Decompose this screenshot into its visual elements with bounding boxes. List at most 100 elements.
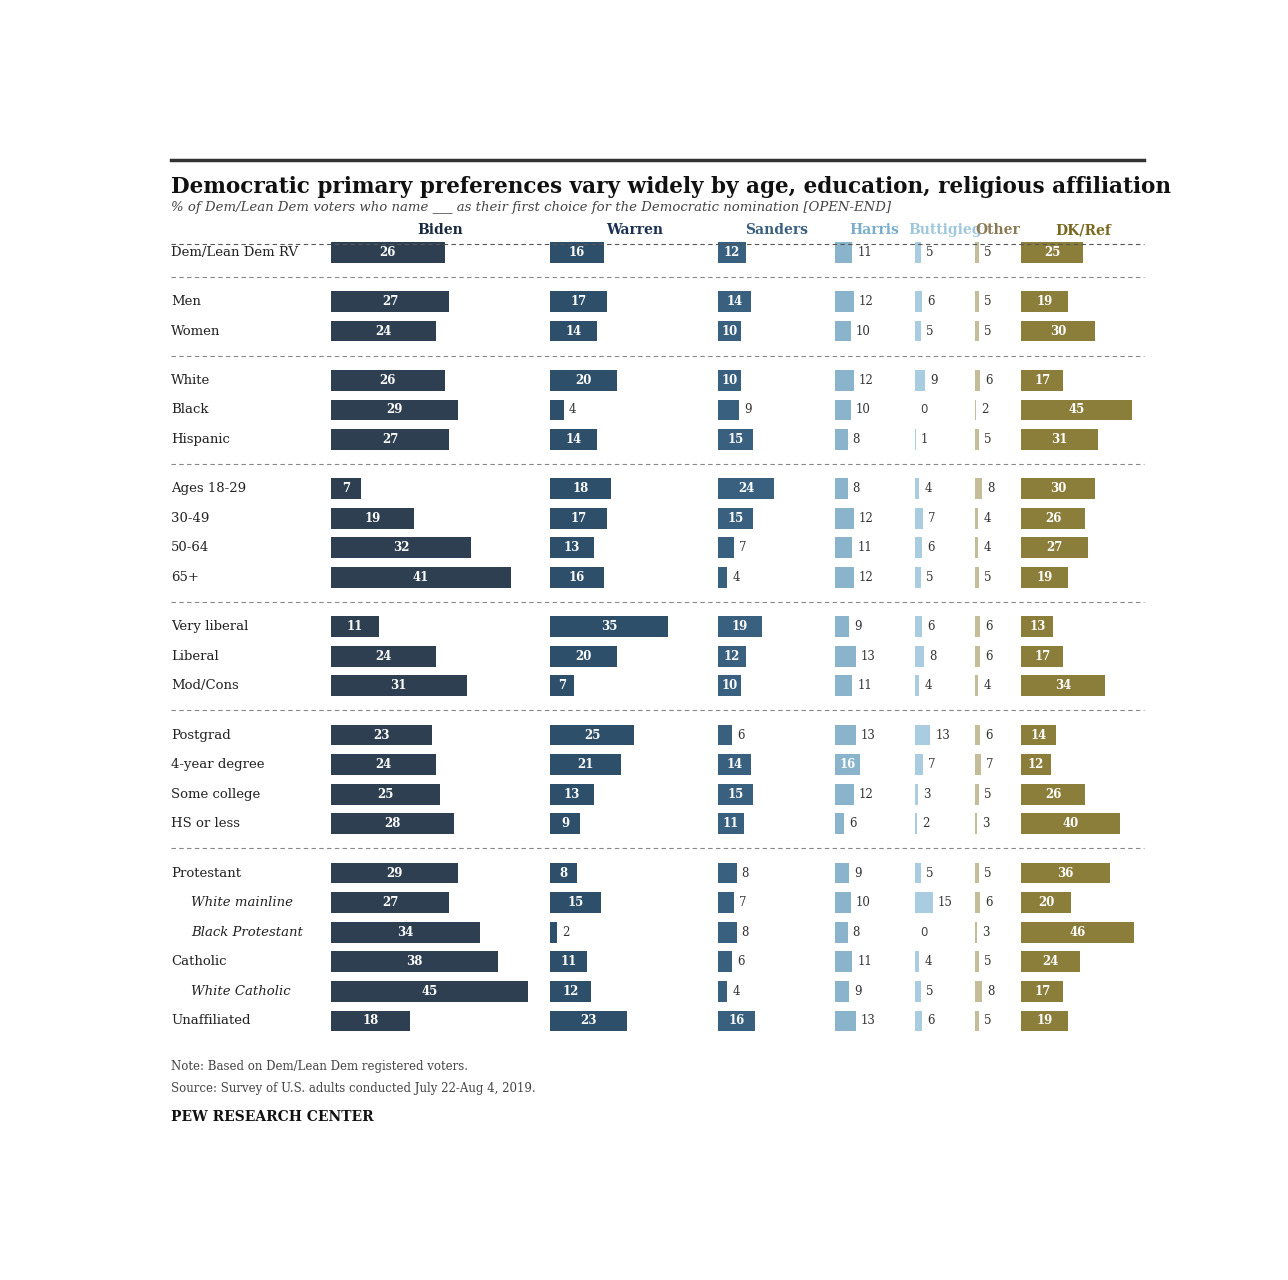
Text: 12: 12	[724, 650, 741, 663]
Bar	[835, 429, 848, 449]
Bar	[717, 242, 746, 262]
Text: 6: 6	[849, 818, 857, 831]
Text: 50-64: 50-64	[171, 541, 209, 554]
Bar	[975, 617, 980, 637]
Text: 31: 31	[1051, 433, 1068, 445]
Text: 4-year degree: 4-year degree	[171, 758, 264, 771]
Text: 40: 40	[1063, 818, 1078, 831]
Text: 9: 9	[854, 867, 862, 879]
Bar	[331, 646, 437, 667]
Bar	[914, 646, 925, 667]
Text: 11: 11	[858, 680, 872, 692]
Text: 7: 7	[987, 758, 993, 771]
Text: 5: 5	[984, 325, 992, 338]
Text: 31: 31	[390, 680, 407, 692]
Text: 26: 26	[1045, 512, 1061, 525]
Bar	[975, 646, 980, 667]
Bar	[835, 783, 854, 805]
Text: 12: 12	[859, 374, 873, 387]
Bar	[717, 508, 753, 529]
Bar	[975, 242, 979, 262]
Text: 8: 8	[987, 984, 994, 998]
Bar	[1021, 922, 1135, 942]
Bar	[835, 508, 854, 529]
Bar	[835, 399, 851, 420]
Bar	[550, 646, 617, 667]
Text: 19: 19	[1037, 1015, 1052, 1028]
Bar	[975, 321, 979, 342]
Text: Ages 18-29: Ages 18-29	[171, 483, 246, 495]
Bar	[975, 980, 981, 1002]
Bar	[914, 242, 921, 262]
Bar	[717, 951, 732, 972]
Text: 4: 4	[983, 541, 990, 554]
Bar	[975, 567, 979, 588]
Text: 12: 12	[859, 787, 873, 801]
Text: 15: 15	[728, 433, 743, 445]
Text: 13: 13	[860, 1015, 876, 1028]
Bar	[914, 783, 918, 805]
Text: 10: 10	[855, 325, 871, 338]
Bar	[717, 1011, 755, 1032]
Bar	[331, 922, 480, 942]
Text: HS or less: HS or less	[171, 818, 240, 831]
Text: 29: 29	[386, 867, 403, 879]
Text: Women: Women	[171, 325, 220, 338]
Bar	[717, 814, 743, 835]
Text: 15: 15	[728, 787, 743, 801]
Bar	[835, 567, 854, 588]
Text: 20: 20	[576, 374, 592, 387]
Text: 6: 6	[985, 374, 993, 387]
Bar	[550, 479, 611, 499]
Bar	[835, 242, 853, 262]
Bar	[1021, 567, 1068, 588]
Bar	[550, 399, 564, 420]
Text: 16: 16	[569, 246, 585, 259]
Text: 8: 8	[742, 925, 750, 938]
Text: 20: 20	[576, 650, 592, 663]
Text: 8: 8	[853, 433, 860, 445]
Bar	[975, 508, 979, 529]
Text: Mod/Cons: Mod/Cons	[171, 680, 238, 692]
Text: 27: 27	[381, 896, 398, 909]
Text: 14: 14	[565, 433, 582, 445]
Text: 9: 9	[854, 621, 862, 634]
Text: 27: 27	[381, 433, 398, 445]
Bar	[914, 892, 933, 913]
Text: 30-49: 30-49	[171, 512, 210, 525]
Text: 10: 10	[721, 680, 738, 692]
Text: 26: 26	[380, 246, 395, 259]
Text: 26: 26	[1045, 787, 1061, 801]
Bar	[914, 951, 920, 972]
Text: 7: 7	[739, 896, 747, 909]
Bar	[914, 479, 920, 499]
Text: 19: 19	[1037, 571, 1052, 584]
Text: 4: 4	[983, 512, 990, 525]
Bar	[1021, 676, 1105, 696]
Text: Source: Survey of U.S. adults conducted July 22-Aug 4, 2019.: Source: Survey of U.S. adults conducted …	[171, 1082, 536, 1094]
Text: 12: 12	[859, 571, 873, 584]
Bar	[975, 538, 979, 558]
Text: 4: 4	[569, 403, 576, 416]
Bar	[975, 429, 979, 449]
Text: Biden: Biden	[417, 224, 464, 237]
Text: DK/Ref: DK/Ref	[1055, 224, 1110, 237]
Bar	[835, 724, 855, 745]
Text: 5: 5	[984, 294, 992, 308]
Bar	[975, 1011, 979, 1032]
Bar	[331, 429, 450, 449]
Text: Postgrad: Postgrad	[171, 728, 231, 741]
Bar	[717, 724, 732, 745]
Bar	[550, 1011, 627, 1032]
Text: 13: 13	[564, 787, 581, 801]
Bar	[914, 724, 930, 745]
Text: 17: 17	[1034, 984, 1051, 998]
Text: 20: 20	[1038, 896, 1054, 909]
Text: 5: 5	[984, 571, 992, 584]
Text: 24: 24	[375, 325, 392, 338]
Text: 5: 5	[984, 1015, 992, 1028]
Text: 29: 29	[386, 403, 403, 416]
Text: 6: 6	[985, 650, 993, 663]
Bar	[914, 617, 922, 637]
Text: 32: 32	[393, 541, 410, 554]
